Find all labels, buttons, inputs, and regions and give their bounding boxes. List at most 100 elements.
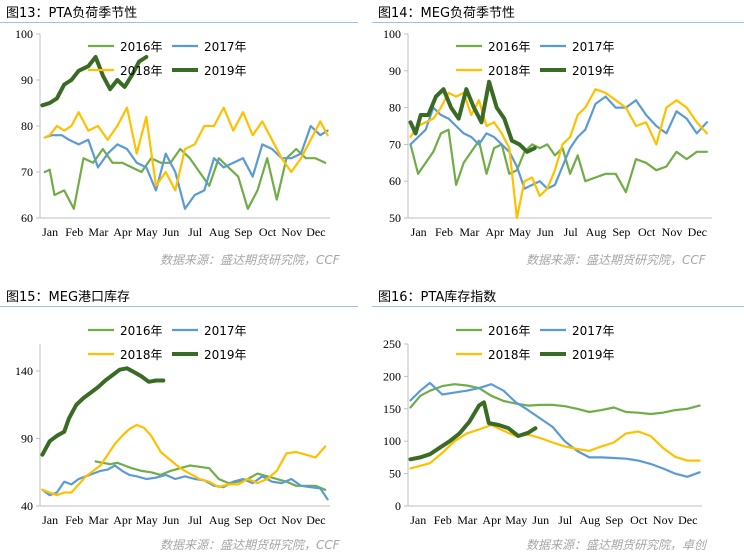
source-note: 数据来源：盛达期货研究院，CCF [526,253,706,267]
x-tick-label: Feb [65,513,83,527]
legend-label: 2017年 [204,324,247,338]
legend-label: 2018年 [120,348,163,362]
x-tick-label: Nov [281,225,302,239]
x-tick-label: Jun [537,225,554,239]
x-tick-label: Dec [678,513,697,527]
series-line [41,464,329,501]
y-tick-label: 100 [383,27,401,41]
x-tick-label: Jun [163,225,180,239]
x-tick-label: Apr [113,225,132,239]
x-tick-label: Aug [209,513,230,527]
y-tick-label: 90 [21,73,33,87]
chart-title: 图14：MEG负荷季节性 [378,6,516,21]
x-tick-label: Nov [653,513,674,527]
y-tick-label: 60 [21,211,33,225]
series-line [409,88,708,220]
x-tick-label: Sep [234,513,252,527]
x-tick-label: Sep [605,513,623,527]
x-tick-label: Jul [564,225,579,239]
legend-label: 2018年 [488,64,531,78]
series-line [409,383,701,416]
x-tick-label: Apr [113,513,132,527]
x-tick-label: Jan [42,513,58,527]
y-tick-label: 100 [383,434,401,448]
legend-label: 2016年 [120,40,163,54]
chart-panel-13: 图13：PTA负荷季节性 60 70 80 90 100 Jan Feb Mar Apr May J… [0,0,372,275]
chart-panel-14: 图14：MEG负荷季节性 50 60 70 80 90 100 Jan Feb Mar Apr Ma… [372,0,744,275]
chart-title: 图16：PTA库存指数 [378,290,497,305]
x-tick-label: Dec [688,225,707,239]
title-divider [0,306,358,307]
series-line [41,423,327,497]
x-tick-label: Nov [281,513,302,527]
series-line [408,79,537,154]
legend-label: 2019年 [572,348,615,362]
x-tick-label: Dec [306,225,325,239]
title-divider [0,22,358,23]
y-tick-label: 50 [389,467,401,481]
source-note: 数据来源：盛达期货研究院，卓创 [526,538,707,552]
series-line [40,366,166,457]
chart-svg: 0 50 100 150 200 250 Jan Feb Mar Apr May Jun Jul Aug S… [383,324,702,527]
x-tick-label: Jul [188,225,203,239]
series-line [408,400,538,462]
x-tick-label: Oct [259,513,277,527]
y-tick-label: 0 [395,499,401,513]
x-tick-label: May [505,513,527,527]
series-line [40,55,149,108]
legend-label: 2019年 [204,64,247,78]
legend-label: 2017年 [572,40,615,54]
legend-label: 2016年 [120,324,163,338]
chart-title: 图15：MEG港口库存 [6,290,131,305]
chart-svg: 60 70 80 90 100 Jan Feb Mar Apr May Jun Jul Aug Sep Oc… [15,27,330,239]
y-tick-label: 50 [389,211,401,225]
legend-label: 2019年 [572,64,615,78]
title-divider [372,306,744,307]
title-divider [372,22,744,23]
x-tick-label: Aug [586,225,607,239]
x-tick-label: Jun [163,513,180,527]
y-tick-label: 70 [21,165,33,179]
y-tick-label: 200 [383,369,401,383]
x-tick-label: Jan [410,513,426,527]
x-tick-label: Dec [306,513,325,527]
y-tick-label: 140 [15,364,33,378]
chart-panel-16: 图16：PTA库存指数 0 50 100 150 200 250 Jan Feb Mar Apr M… [372,284,744,559]
legend-label: 2017年 [204,40,247,54]
x-tick-label: Jan [411,225,427,239]
y-tick-label: 70 [389,137,401,151]
y-tick-label: 80 [389,101,401,115]
y-tick-label: 100 [15,27,33,41]
y-tick-label: 150 [383,402,401,416]
legend-label: 2017年 [572,324,615,338]
x-tick-label: May [136,513,158,527]
x-tick-label: Jul [558,513,573,527]
x-tick-label: May [136,225,158,239]
chart-svg: 50 60 70 80 90 100 Jan Feb Mar Apr May Jun Jul Aug Sep… [383,27,712,239]
x-tick-label: Sep [612,225,630,239]
series-line [409,128,708,194]
y-tick-label: 90 [389,64,401,78]
x-tick-label: Apr [482,513,501,527]
x-tick-label: Mar [88,513,108,527]
x-tick-label: Feb [434,513,452,527]
legend-label: 2018年 [120,64,163,78]
x-tick-label: Aug [579,513,600,527]
x-tick-label: May [509,225,531,239]
chart-title: 图13：PTA负荷季节性 [6,6,138,21]
x-tick-label: Oct [638,225,656,239]
x-tick-label: Mar [88,225,108,239]
x-tick-label: Apr [485,225,504,239]
x-tick-label: Nov [662,225,683,239]
series-line [409,423,701,470]
x-tick-label: Oct [630,513,648,527]
x-tick-label: Mar [457,513,477,527]
y-tick-label: 90 [21,432,33,446]
x-tick-label: Feb [435,225,453,239]
y-tick-label: 80 [21,119,33,133]
series-line [409,95,708,190]
source-note: 数据来源：盛达期货研究院，CCF [160,253,340,267]
legend-label: 2019年 [204,348,247,362]
y-tick-label: 250 [383,337,401,351]
legend-label: 2016年 [488,324,531,338]
